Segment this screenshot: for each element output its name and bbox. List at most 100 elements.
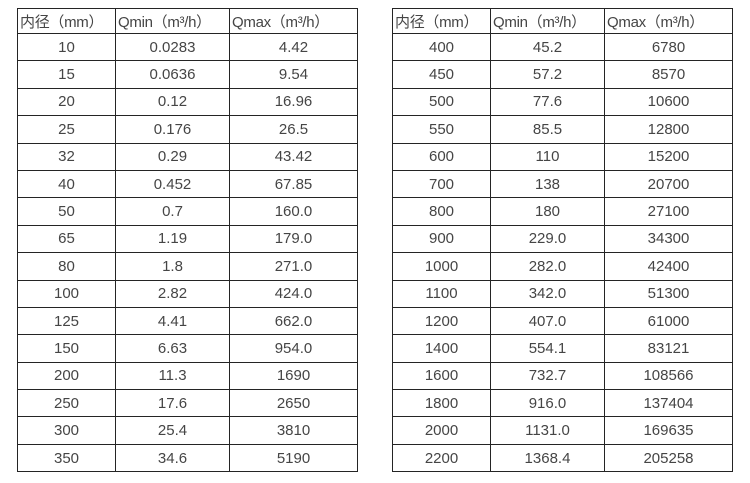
table-cell: 16.96 xyxy=(229,87,358,117)
table-cell: 61000 xyxy=(604,306,733,336)
table-cell: 169635 xyxy=(604,416,733,445)
table-cell: 40 xyxy=(17,169,116,199)
table-cell: 800 xyxy=(392,197,491,226)
column-header-qmin: Qmin（m³/h） xyxy=(490,8,605,34)
table-cell: 0.452 xyxy=(115,169,230,199)
table-row: 65 1.19 179.0 xyxy=(17,224,358,254)
table-cell: 271.0 xyxy=(229,252,358,281)
flow-table-right: 内径（mm） Qmin（m³/h） Qmax（m³/h） 400 45.2 6780… xyxy=(392,8,733,473)
table-cell: 1.8 xyxy=(115,252,230,281)
column-header-qmax: Qmax（m³/h） xyxy=(604,8,733,34)
table-cell: 600 xyxy=(392,142,491,171)
table-cell: 26.5 xyxy=(229,115,358,144)
table-cell: 100 xyxy=(17,279,116,308)
table-cell: 3810 xyxy=(229,416,358,445)
table-row: 2000 1131.0 169635 xyxy=(392,416,733,445)
table-row: 500 77.6 10600 xyxy=(392,87,733,117)
table-cell: 0.7 xyxy=(115,197,230,226)
table-cell: 34.6 xyxy=(115,443,230,473)
table-row: 80 1.8 271.0 xyxy=(17,252,358,281)
table-cell: 15200 xyxy=(604,142,733,171)
table-row: 50 0.7 160.0 xyxy=(17,197,358,226)
table-cell: 342.0 xyxy=(490,279,605,308)
table-row: 1800 916.0 137404 xyxy=(392,389,733,418)
table-cell: 50 xyxy=(17,197,116,226)
table-row: 900 229.0 34300 xyxy=(392,224,733,254)
table-cell: 150 xyxy=(17,334,116,363)
column-header-diameter: 内径（mm） xyxy=(17,8,116,34)
table-cell: 300 xyxy=(17,416,116,445)
flow-table-left: 内径（mm） Qmin（m³/h） Qmax（m³/h） 10 0.0283 4.4… xyxy=(17,8,358,473)
table-row: 400 45.2 6780 xyxy=(392,32,733,62)
table-cell: 8570 xyxy=(604,60,733,89)
table-row: 600 110 15200 xyxy=(392,142,733,171)
table-row: 20 0.12 16.96 xyxy=(17,87,358,117)
table-cell: 4.42 xyxy=(229,32,358,62)
table-cell: 550 xyxy=(392,115,491,144)
table-cell: 900 xyxy=(392,224,491,254)
table-row: 450 57.2 8570 xyxy=(392,60,733,89)
table-cell: 1.19 xyxy=(115,224,230,254)
table-cell: 6.63 xyxy=(115,334,230,363)
table-cell: 138 xyxy=(490,169,605,199)
table-cell: 1131.0 xyxy=(490,416,605,445)
table-cell: 229.0 xyxy=(490,224,605,254)
column-header-qmin: Qmin（m³/h） xyxy=(115,8,230,34)
table-cell: 67.85 xyxy=(229,169,358,199)
table-row: 150 6.63 954.0 xyxy=(17,334,358,363)
table-cell: 65 xyxy=(17,224,116,254)
table-cell: 282.0 xyxy=(490,252,605,281)
table-cell: 400 xyxy=(392,32,491,62)
table-cell: 85.5 xyxy=(490,115,605,144)
table-cell: 42400 xyxy=(604,252,733,281)
table-cell: 83121 xyxy=(604,334,733,363)
table-row: 32 0.29 43.42 xyxy=(17,142,358,171)
table-cell: 20 xyxy=(17,87,116,117)
table-cell: 0.12 xyxy=(115,87,230,117)
table-cell: 0.0636 xyxy=(115,60,230,89)
table-cell: 10 xyxy=(17,32,116,62)
table-cell: 1000 xyxy=(392,252,491,281)
table-cell: 137404 xyxy=(604,389,733,418)
table-cell: 57.2 xyxy=(490,60,605,89)
table-cell: 1690 xyxy=(229,361,358,391)
table-cell: 350 xyxy=(17,443,116,473)
table-row: 1000 282.0 42400 xyxy=(392,252,733,281)
table-row: 700 138 20700 xyxy=(392,169,733,199)
table-row: 2200 1368.4 205258 xyxy=(392,443,733,473)
table-cell: 424.0 xyxy=(229,279,358,308)
table-cell: 179.0 xyxy=(229,224,358,254)
table-row: 250 17.6 2650 xyxy=(17,389,358,418)
table-cell: 15 xyxy=(17,60,116,89)
table-cell: 25.4 xyxy=(115,416,230,445)
table-cell: 11.3 xyxy=(115,361,230,391)
table-cell: 1368.4 xyxy=(490,443,605,473)
table-row: 40 0.452 67.85 xyxy=(17,169,358,199)
table-cell: 554.1 xyxy=(490,334,605,363)
table-row: 550 85.5 12800 xyxy=(392,115,733,144)
table-row: 1200 407.0 61000 xyxy=(392,306,733,336)
table-cell: 9.54 xyxy=(229,60,358,89)
table-cell: 110 xyxy=(490,142,605,171)
table-cell: 732.7 xyxy=(490,361,605,391)
table-cell: 954.0 xyxy=(229,334,358,363)
table-row: 1100 342.0 51300 xyxy=(392,279,733,308)
table-cell: 1200 xyxy=(392,306,491,336)
table-cell: 916.0 xyxy=(490,389,605,418)
header-row: 内径（mm） Qmin（m³/h） Qmax（m³/h） xyxy=(392,8,733,34)
table-cell: 2650 xyxy=(229,389,358,418)
table-cell: 125 xyxy=(17,306,116,336)
column-header-diameter: 内径（mm） xyxy=(392,8,491,34)
table-row: 10 0.0283 4.42 xyxy=(17,32,358,62)
table-cell: 1800 xyxy=(392,389,491,418)
table-cell: 205258 xyxy=(604,443,733,473)
table-cell: 108566 xyxy=(604,361,733,391)
table-cell: 700 xyxy=(392,169,491,199)
table-cell: 200 xyxy=(17,361,116,391)
column-header-qmax: Qmax（m³/h） xyxy=(229,8,358,34)
table-row: 100 2.82 424.0 xyxy=(17,279,358,308)
table-row: 200 11.3 1690 xyxy=(17,361,358,391)
table-cell: 407.0 xyxy=(490,306,605,336)
table-cell: 12800 xyxy=(604,115,733,144)
